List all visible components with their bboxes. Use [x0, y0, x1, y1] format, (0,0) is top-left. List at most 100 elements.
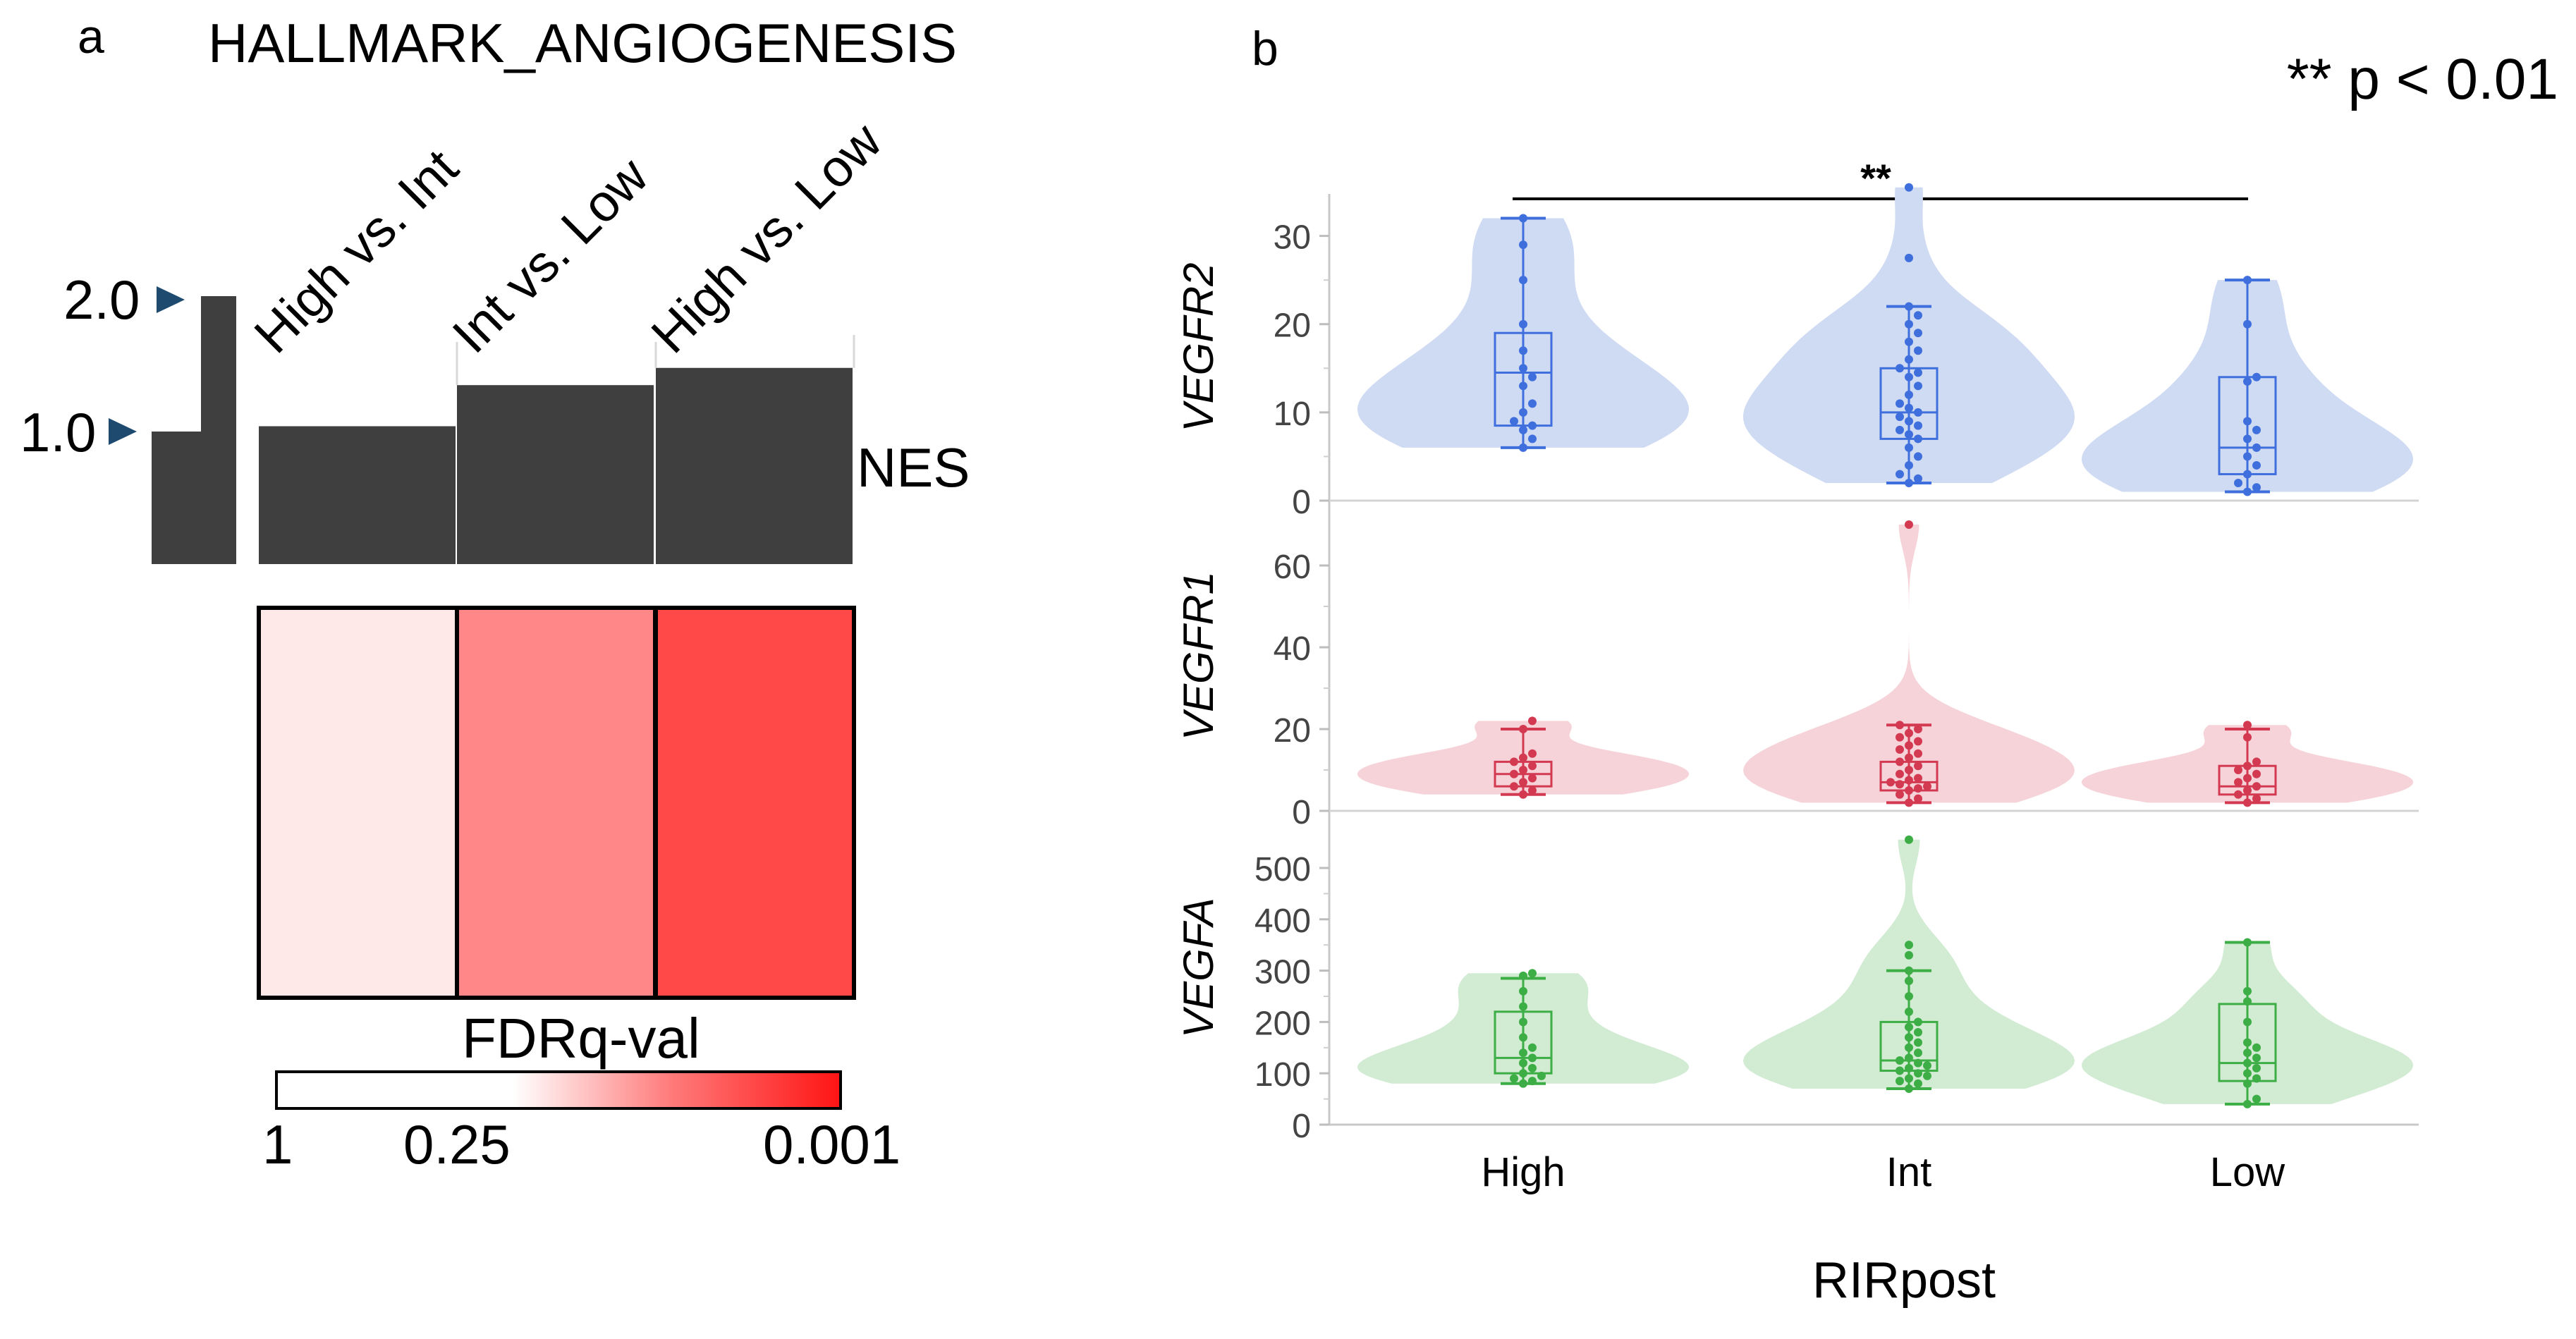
data-point-vegfr1-high — [1510, 757, 1518, 766]
data-point-vegfa-int — [1914, 1017, 1922, 1027]
data-point-vegfr1-high — [1519, 753, 1527, 762]
fdr-heatmap — [257, 606, 856, 1000]
data-point-vegfr1-int — [1905, 741, 1913, 750]
legend-title: FDRq-val — [462, 1007, 700, 1070]
data-point-vegfa-int — [1914, 1079, 1922, 1088]
data-point-vegfa-int — [1914, 1069, 1922, 1078]
data-point-vegfa-high — [1528, 1053, 1537, 1063]
data-point-vegfr1-high — [1519, 725, 1527, 733]
box-vegfr2-int — [1879, 367, 1939, 440]
panel-b: b ** p < 0.01 ** 0 10 20 30 VEGFR2 0 20 40 60 VEG… — [1175, 22, 2558, 1309]
y-tick-label-vegfr1-60: 60 — [1274, 549, 1311, 586]
y-tick-label-vegfa-300: 300 — [1255, 954, 1311, 991]
data-point-vegfr2-int — [1905, 183, 1913, 192]
data-point-vegfr2-low — [2243, 487, 2252, 496]
y-tick-label-vegfr1-40: 40 — [1274, 630, 1311, 668]
data-point-vegfa-high — [1519, 986, 1527, 996]
y-tick-label-vegfr2-30: 30 — [1274, 219, 1311, 257]
y-axis-title-vegfr2: VEGFR2 — [1175, 262, 1222, 432]
data-point-vegfr2-int — [1905, 460, 1913, 470]
data-point-vegfa-int — [1905, 1007, 1913, 1016]
data-point-vegfa-low — [2252, 1053, 2261, 1063]
data-point-vegfr1-int — [1914, 737, 1922, 746]
data-point-vegfa-int — [1905, 835, 1913, 844]
data-point-vegfa-int — [1923, 1071, 1931, 1080]
data-point-vegfr1-int — [1905, 753, 1913, 762]
data-point-vegfr2-int — [1914, 421, 1922, 430]
legend-colorbar — [275, 1070, 842, 1110]
data-point-vegfr2-low — [2243, 434, 2252, 444]
data-point-vegfr2-low — [2252, 460, 2261, 470]
data-point-vegfr1-high — [1519, 790, 1527, 799]
data-point-vegfr1-high — [1510, 769, 1518, 778]
data-point-vegfr2-low — [2243, 377, 2252, 386]
data-point-vegfa-low — [2243, 1058, 2252, 1068]
significance-stars: ** — [1860, 156, 1891, 200]
data-point-vegfr1-int — [1896, 757, 1904, 766]
data-point-vegfr2-low — [2243, 470, 2252, 479]
data-point-vegfr2-high — [1519, 346, 1527, 355]
data-point-vegfr1-high — [1528, 716, 1537, 726]
data-point-vegfr2-high — [1519, 276, 1527, 285]
data-point-vegfr1-high — [1528, 786, 1537, 795]
data-point-vegfr1-low — [2243, 786, 2252, 795]
box-vegfr2-high — [1494, 331, 1553, 427]
nes-bar-high-vs-low — [656, 367, 853, 564]
data-point-vegfa-low — [2243, 1017, 2252, 1027]
data-point-vegfr2-int — [1914, 474, 1922, 483]
data-point-vegfa-int — [1905, 977, 1913, 986]
data-point-vegfr2-low — [2252, 372, 2261, 381]
data-point-vegfr2-int — [1905, 355, 1913, 364]
data-point-vegfr2-low — [2243, 452, 2252, 461]
data-point-vegfr1-low — [2252, 782, 2261, 791]
data-point-vegfr1-high — [1519, 778, 1527, 787]
nes-bar-int-vs-low — [457, 385, 654, 564]
y-tick-label-vegfr1-20: 20 — [1274, 712, 1311, 750]
data-point-vegfa-high — [1528, 1043, 1537, 1052]
nes-bars — [259, 335, 855, 564]
data-point-vegfr2-int — [1905, 443, 1913, 452]
data-point-vegfr1-high — [1528, 774, 1537, 783]
data-point-vegfr2-low — [2234, 478, 2242, 487]
data-point-vegfa-int — [1905, 1053, 1913, 1063]
data-point-vegfr2-int — [1905, 253, 1913, 262]
data-point-vegfa-low — [2243, 1069, 2252, 1078]
data-point-vegfr1-high — [1528, 762, 1537, 771]
data-point-vegfr1-low — [2234, 778, 2242, 787]
legend-tick-0001: 0.001 — [763, 1113, 901, 1175]
significance-note: ** p < 0.01 — [2287, 47, 2558, 111]
data-point-vegfr2-low — [2252, 443, 2261, 452]
data-point-vegfr2-int — [1905, 337, 1913, 346]
data-point-vegfr2-high — [1519, 214, 1527, 223]
data-point-vegfa-int — [1923, 1061, 1931, 1070]
y-tick-label-vegfr1-0: 0 — [1292, 794, 1311, 831]
data-point-vegfr1-high — [1519, 766, 1527, 774]
data-point-vegfr1-int — [1896, 733, 1904, 742]
data-point-vegfa-low — [2243, 986, 2252, 996]
data-point-vegfa-high — [1519, 1048, 1527, 1058]
data-point-vegfr1-low — [2252, 757, 2261, 766]
y-tick-label-vegfr2-20: 20 — [1274, 307, 1311, 345]
data-point-vegfa-int — [1905, 1033, 1913, 1042]
data-point-vegfr2-int — [1905, 430, 1913, 439]
data-point-vegfr1-int — [1905, 766, 1913, 774]
data-point-vegfr1-low — [2234, 766, 2242, 774]
data-point-vegfr2-high — [1519, 364, 1527, 373]
data-point-vegfa-low — [2243, 938, 2252, 947]
data-point-vegfa-high — [1519, 1033, 1527, 1042]
data-point-vegfa-low — [2243, 1038, 2252, 1047]
violin-vegfr1-int — [1743, 525, 2075, 803]
data-point-vegfr2-high — [1519, 240, 1527, 250]
nes-label: NES — [857, 436, 970, 499]
panel-a: a HALLMARK_ANGIOGENESIS 2.0 1.0 High vs.… — [20, 10, 970, 1175]
x-tick-low: Low — [2210, 1149, 2286, 1195]
data-point-vegfr1-low — [2252, 794, 2261, 803]
data-point-vegfr1-int — [1896, 769, 1904, 778]
column-label-high-vs-int: High vs. Int — [243, 138, 470, 365]
data-point-vegfr2-int — [1896, 470, 1904, 479]
panel-a-letter: a — [78, 10, 104, 63]
data-point-vegfa-int — [1914, 1058, 1922, 1068]
legend-tick-1: 1 — [262, 1113, 293, 1175]
data-point-vegfr1-int — [1914, 749, 1922, 758]
